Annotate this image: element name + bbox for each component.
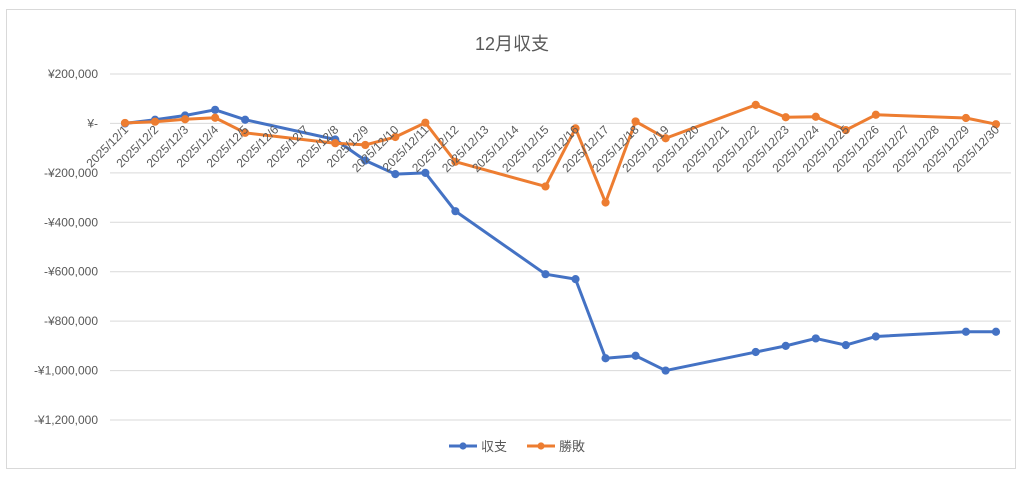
data-point <box>180 115 190 124</box>
y-tick-label: -¥1,200,000 <box>34 413 98 427</box>
series-勝敗 <box>120 100 1001 207</box>
legend-marker <box>537 442 545 450</box>
y-tick-label: -¥600,000 <box>44 265 98 279</box>
data-point <box>421 168 430 177</box>
data-point <box>871 110 880 119</box>
data-point <box>120 118 130 128</box>
legend-label: 勝敗 <box>559 439 585 454</box>
data-point <box>751 100 760 109</box>
data-point <box>991 327 1001 336</box>
data-point <box>571 124 580 133</box>
data-point <box>781 341 790 350</box>
legend-entry: 勝敗 <box>527 439 585 454</box>
data-point <box>331 139 340 148</box>
series-lines <box>120 100 1001 375</box>
y-tick-label: -¥200,000 <box>44 166 98 180</box>
data-point <box>961 113 971 123</box>
legend: 収支 勝敗 <box>449 439 585 454</box>
y-tick-label: -¥1,000,000 <box>34 364 98 378</box>
data-point <box>391 169 400 179</box>
data-point <box>241 128 250 137</box>
data-point <box>361 140 370 150</box>
data-point <box>541 182 550 191</box>
data-point <box>841 341 850 350</box>
y-tick-label: ¥200,000 <box>47 67 98 81</box>
data-point <box>571 275 580 284</box>
data-point <box>661 134 670 143</box>
data-point <box>961 327 971 336</box>
data-point <box>811 112 820 121</box>
data-point <box>841 126 850 135</box>
data-point <box>211 113 220 122</box>
data-point <box>150 117 160 126</box>
series-line <box>123 103 998 205</box>
data-point <box>451 157 460 166</box>
y-tick-label: -¥800,000 <box>44 314 98 328</box>
legend-label: 収支 <box>481 439 507 454</box>
data-point <box>751 347 760 357</box>
data-point <box>541 270 550 279</box>
data-point <box>601 354 610 363</box>
data-point <box>601 198 610 207</box>
data-point <box>361 156 370 165</box>
legend-marker <box>459 442 467 450</box>
data-point <box>811 334 820 343</box>
data-point <box>421 118 430 127</box>
chart-title: 12月収支 <box>475 34 549 54</box>
line-chart: 12月収支 ¥200,000 ¥- -¥200,000 -¥400,000 -¥600,… <box>34 34 1011 454</box>
x-axis: 2025/12/12025/12/22025/12/32025/12/42025… <box>83 122 1002 175</box>
y-tick-label: -¥400,000 <box>44 215 98 229</box>
data-point <box>241 115 250 124</box>
data-point <box>211 105 220 114</box>
series-line <box>123 108 998 373</box>
data-point <box>871 332 880 341</box>
data-point <box>631 351 640 360</box>
data-point <box>781 113 790 122</box>
data-point <box>991 120 1001 129</box>
y-axis: ¥200,000 ¥- -¥200,000 -¥400,000 -¥600,000 -¥8… <box>34 67 98 427</box>
y-tick-label: ¥- <box>86 116 98 130</box>
gridlines <box>110 73 1011 421</box>
data-point <box>391 132 400 142</box>
data-point <box>631 117 640 126</box>
chart-frame: 12月収支 ¥200,000 ¥- -¥200,000 -¥400,000 -¥600,… <box>6 9 1016 469</box>
data-point <box>451 207 460 216</box>
data-point <box>661 366 670 375</box>
legend-entry: 収支 <box>449 439 507 454</box>
